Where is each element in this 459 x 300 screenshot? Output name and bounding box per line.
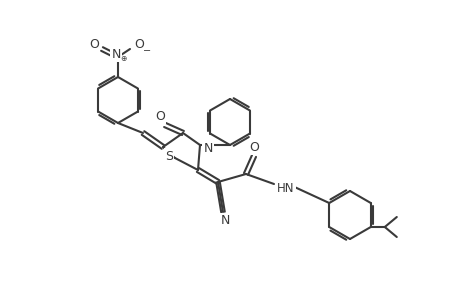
Text: HN: HN (276, 182, 294, 196)
Text: ⊕: ⊕ (119, 53, 126, 62)
Text: O: O (248, 140, 258, 154)
Text: N: N (203, 142, 212, 154)
Text: O: O (89, 38, 99, 50)
Text: N: N (111, 47, 120, 61)
Text: O: O (155, 110, 165, 122)
Text: O: O (134, 38, 144, 50)
Text: N: N (220, 214, 229, 227)
Text: S: S (165, 149, 173, 163)
Text: −: − (143, 46, 151, 56)
